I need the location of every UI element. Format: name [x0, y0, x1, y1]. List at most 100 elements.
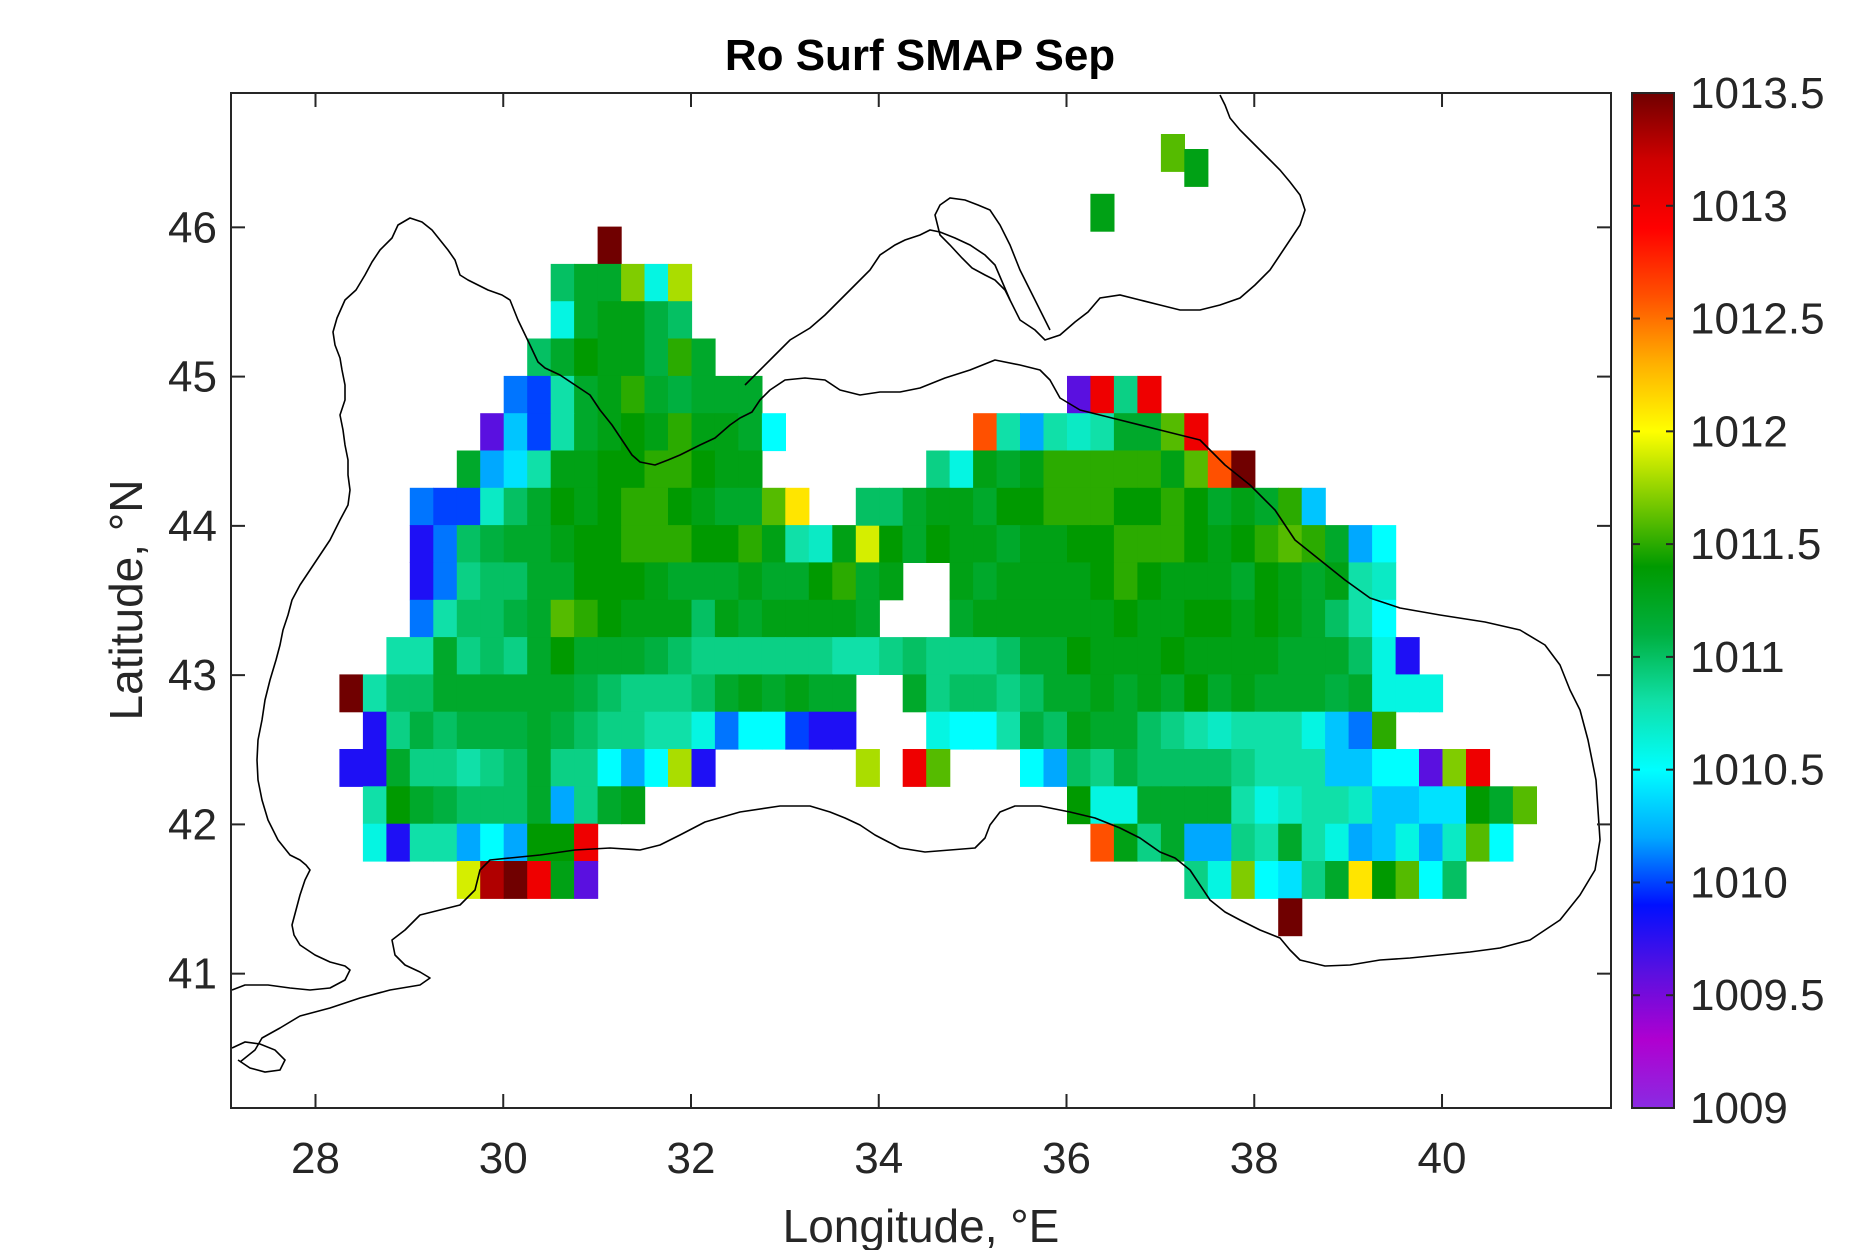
heatmap-cell [1325, 562, 1350, 601]
heatmap-cell [503, 450, 528, 489]
heatmap-cell [1372, 525, 1397, 563]
x-tick-label: 30 [479, 1134, 528, 1183]
heatmap-cell [973, 525, 998, 563]
heatmap-cell [1207, 637, 1232, 675]
heatmap-cell [1301, 525, 1326, 563]
coastline-crimea [744, 94, 1306, 386]
heatmap-cell [1348, 749, 1373, 787]
heatmap-cell [574, 823, 599, 862]
heatmap-cell [785, 525, 810, 563]
heatmap-cell [597, 301, 622, 340]
heatmap-cell [879, 525, 904, 563]
heatmap-cell [1160, 450, 1185, 489]
heatmap-cell [1207, 823, 1232, 862]
heatmap-cell [1231, 823, 1256, 862]
heatmap-cell [668, 487, 693, 526]
heatmap-cell [574, 861, 599, 899]
heatmap-cell [1160, 823, 1185, 862]
heatmap-cell [1466, 749, 1491, 787]
heatmap-cell [574, 263, 599, 302]
heatmap-cell [1278, 749, 1303, 787]
heatmap-cell [550, 823, 575, 862]
heatmap-cell [1231, 525, 1256, 563]
heatmap-cell [339, 749, 364, 787]
heatmap-cell [1325, 861, 1350, 899]
heatmap-cell [926, 711, 951, 750]
heatmap-cell [362, 711, 387, 750]
heatmap-cell [1043, 749, 1068, 787]
heatmap-cell [1325, 786, 1350, 825]
heatmap-cell [527, 674, 552, 713]
heatmap-cell [1184, 525, 1209, 563]
heatmap-cell [1160, 749, 1185, 787]
heatmap-cell [996, 599, 1021, 638]
heatmap-cell [1020, 711, 1045, 750]
heatmap-cell [1020, 487, 1045, 526]
heatmap-cell [1419, 786, 1444, 825]
heatmap-cell [691, 487, 716, 526]
heatmap-cell [1395, 674, 1420, 713]
heatmap-cell [503, 375, 528, 414]
heatmap-cell [1113, 786, 1138, 825]
heatmap-cell [1325, 525, 1350, 563]
heatmap-cell [339, 674, 364, 713]
heatmap-cell [668, 301, 693, 340]
heatmap-cell [621, 525, 646, 563]
y-tick-label: 42 [168, 800, 217, 849]
heatmap-cell [855, 562, 880, 601]
heatmap-cell [597, 562, 622, 601]
heatmap-cell [949, 562, 974, 601]
heatmap-cell [714, 487, 739, 526]
heatmap-cell [433, 786, 458, 825]
heatmap-cell [1090, 599, 1115, 638]
heatmap-cell [668, 599, 693, 638]
heatmap-cell [1137, 711, 1162, 750]
heatmap-cell [597, 375, 622, 414]
heatmap-cell [644, 263, 669, 302]
heatmap-cells [339, 134, 1537, 937]
heatmap-cell [1020, 562, 1045, 601]
heatmap-cell [621, 749, 646, 787]
heatmap-cell [550, 487, 575, 526]
heatmap-cell [691, 450, 716, 489]
heatmap-cell [1231, 749, 1256, 787]
heatmap-cell [785, 487, 810, 526]
heatmap-cell [480, 749, 505, 787]
coastline-bosporus [231, 1041, 286, 1073]
chart-title: Ro Surf SMAP Sep [725, 31, 1115, 80]
heatmap-cell [1395, 637, 1420, 675]
heatmap-cell [1067, 786, 1092, 825]
x-ticks: 28 30 32 34 36 38 40 [291, 93, 1466, 1183]
heatmap-cell [1137, 375, 1162, 414]
heatmap-cell [832, 674, 857, 713]
heatmap-cell [480, 786, 505, 825]
heatmap-cell [409, 749, 434, 787]
heatmap-cell [1442, 861, 1467, 899]
x-tick-label: 28 [291, 1134, 340, 1183]
heatmap-cell [1020, 525, 1045, 563]
heatmap-cell [1301, 749, 1326, 787]
heatmap-cell [832, 711, 857, 750]
heatmap-cell [1372, 861, 1397, 899]
heatmap-cell [1090, 375, 1115, 414]
heatmap-cell [926, 450, 951, 489]
y-tick-label: 45 [168, 353, 217, 402]
heatmap-cell [1301, 823, 1326, 862]
heatmap-cell [1348, 525, 1373, 563]
heatmap-cell [691, 525, 716, 563]
heatmap-cell [433, 711, 458, 750]
heatmap-cell [480, 711, 505, 750]
heatmap-cell [597, 637, 622, 675]
heatmap-cell [1020, 637, 1045, 675]
heatmap-cell [386, 674, 411, 713]
heatmap-cell [1137, 749, 1162, 787]
heatmap-cell [1043, 525, 1068, 563]
heatmap-cell [761, 562, 786, 601]
heatmap-cell [1020, 599, 1045, 638]
heatmap-cell [1254, 525, 1279, 563]
heatmap-cell [386, 711, 411, 750]
heatmap-cell [1160, 134, 1185, 172]
heatmap-cell [527, 338, 552, 377]
heatmap-cell [1207, 674, 1232, 713]
